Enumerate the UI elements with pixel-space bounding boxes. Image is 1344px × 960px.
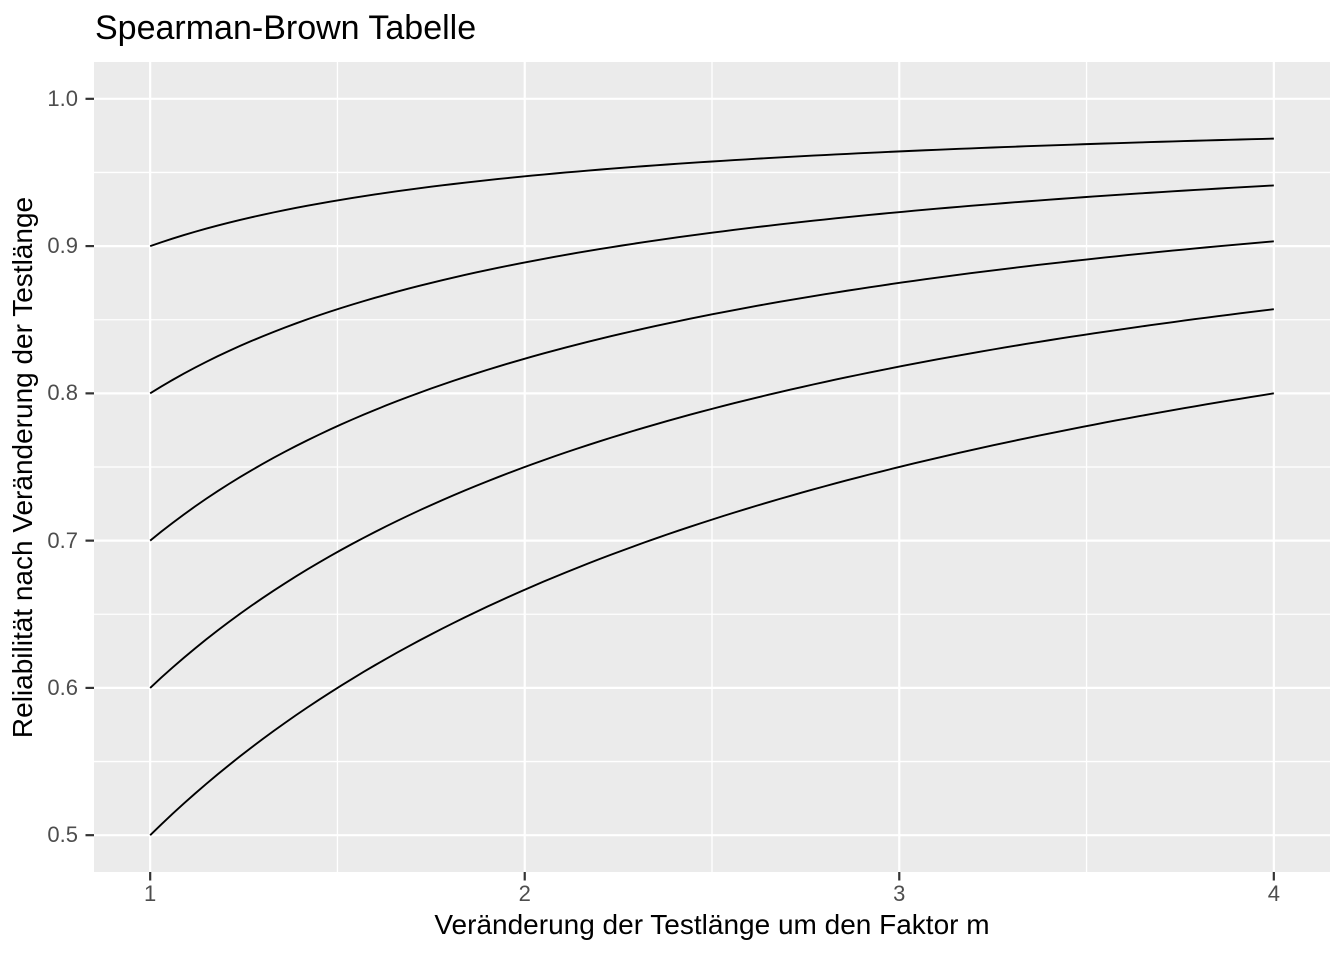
series-line	[149, 308, 1274, 689]
chart-title: Spearman-Brown Tabelle	[95, 9, 477, 47]
y-tick-label: 0.5	[47, 822, 78, 848]
y-tick-label: 0.8	[47, 380, 78, 406]
y-tick-label: 0.6	[47, 674, 78, 700]
x-axis-title: Veränderung der Testlänge um den Faktor …	[434, 909, 990, 940]
x-tick-label: 1	[144, 881, 157, 906]
y-tick-label: 0.7	[47, 527, 78, 553]
series-line	[149, 392, 1274, 836]
x-tick-label: 4	[1267, 881, 1280, 906]
series-line	[149, 184, 1274, 395]
y-tick-label: 0.9	[47, 233, 78, 259]
x-tick-label: 3	[893, 881, 906, 906]
y-axis-title: Reliabilität nach Veränderung der Testlä…	[7, 196, 38, 739]
series-line	[149, 137, 1274, 247]
series-line	[149, 240, 1274, 542]
x-tick-label: 2	[518, 881, 531, 906]
y-tick-label: 1.0	[47, 85, 78, 111]
